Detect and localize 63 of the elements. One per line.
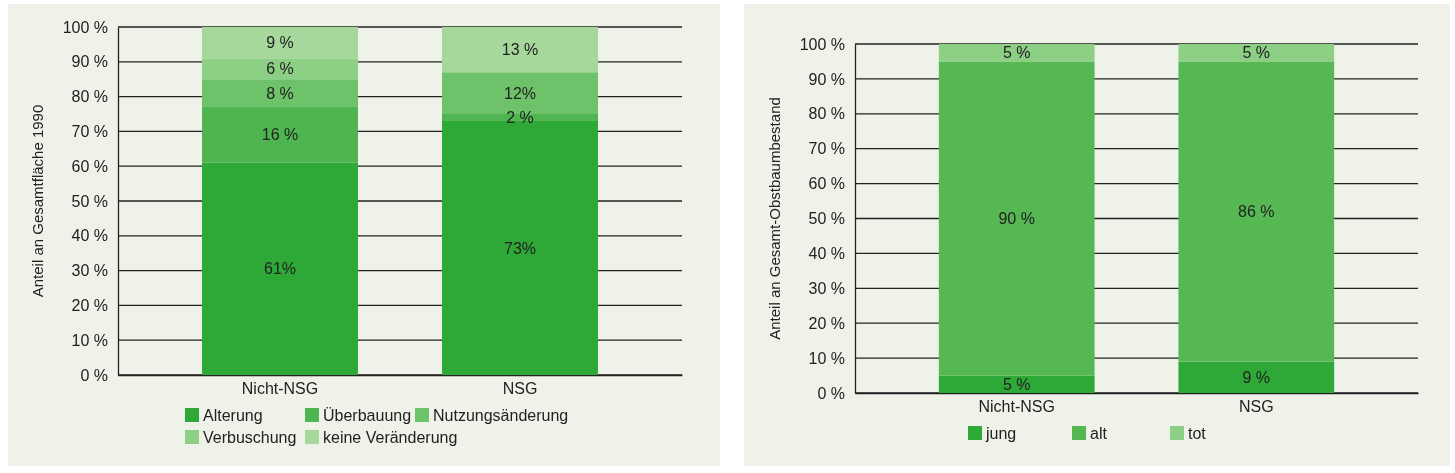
x-tick-label: NSG: [502, 380, 538, 398]
bar: [202, 58, 358, 80]
data-label: 8 %: [266, 84, 294, 102]
bar: [202, 107, 358, 163]
y-tick-label: 10 %: [808, 349, 845, 367]
y-tick-label: 0 %: [80, 366, 108, 384]
data-label: 5 %: [1242, 44, 1271, 62]
y-tick-label: 80 %: [71, 88, 108, 106]
y-tick-label: 40 %: [71, 227, 108, 245]
y-tick-label: 70 %: [71, 123, 108, 141]
legend-label: Überbauung: [323, 406, 412, 424]
data-label: 2 %: [506, 109, 534, 127]
legend-label: tot: [1188, 424, 1207, 442]
data-label: 61%: [263, 260, 297, 278]
y-tick-label: 20 %: [808, 314, 845, 332]
y-tick-label: 100 %: [62, 18, 108, 36]
legend-label: alt: [1090, 424, 1108, 442]
legend-label: keine Veränderung: [323, 428, 458, 446]
data-label: 12%: [503, 84, 537, 102]
legend-label: Verbuschung: [203, 428, 297, 446]
bar: [202, 79, 358, 108]
y-tick-label: 60 %: [808, 175, 845, 193]
bar: [202, 162, 358, 375]
bar: [442, 27, 598, 73]
data-label: 9 %: [266, 34, 294, 52]
y-tick-label: 0 %: [817, 384, 845, 402]
y-tick-label: 90 %: [808, 70, 845, 88]
bar: [202, 27, 358, 59]
bar: [938, 44, 1095, 62]
y-axis-title: Anteil an Gesamtfläche 1990: [29, 104, 46, 298]
y-tick-label: 50 %: [808, 210, 845, 228]
bar: [1178, 44, 1335, 62]
data-label: 90 %: [998, 210, 1035, 228]
y-tick-label: 90 %: [71, 53, 108, 71]
bar: [1178, 361, 1335, 393]
x-tick-label: Nicht-NSG: [241, 380, 319, 398]
x-tick-label: Nicht-NSG: [978, 398, 1055, 416]
data-label: 5 %: [1002, 44, 1031, 62]
bar: [938, 61, 1095, 376]
data-label: 73%: [503, 239, 537, 257]
y-tick-label: 50 %: [71, 192, 108, 210]
data-label: 86 %: [1238, 203, 1275, 221]
data-label: 16 %: [261, 126, 299, 144]
y-tick-label: 40 %: [808, 245, 845, 263]
bar: [938, 375, 1095, 393]
data-label: 5 %: [1002, 375, 1031, 393]
y-tick-label: 60 %: [71, 157, 108, 175]
y-tick-label: 80 %: [808, 105, 845, 123]
data-label: 13 %: [501, 41, 539, 59]
y-tick-label: 100 %: [799, 35, 845, 53]
legend-label: Alterung: [203, 406, 263, 424]
y-tick-label: 70 %: [808, 140, 845, 158]
data-label: 6 %: [266, 60, 294, 78]
y-axis-title: Anteil an Gesamt-Obstbaumbestand: [766, 97, 783, 340]
legend-label: Nutzungsänderung: [433, 406, 569, 424]
y-tick-label: 20 %: [71, 297, 108, 315]
bar: [1178, 61, 1335, 362]
y-tick-label: 10 %: [71, 331, 108, 349]
data-label: 9 %: [1242, 368, 1271, 386]
y-tick-label: 30 %: [71, 262, 108, 280]
legend-label: jung: [985, 424, 1017, 442]
x-tick-label: NSG: [1238, 398, 1274, 416]
y-tick-label: 30 %: [808, 279, 845, 297]
